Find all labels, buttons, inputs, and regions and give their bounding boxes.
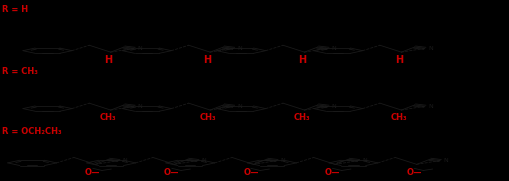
Text: R = H: R = H [2, 5, 27, 14]
Text: O—: O— [85, 168, 100, 177]
Text: N: N [361, 158, 366, 163]
Text: CH₃: CH₃ [293, 113, 309, 122]
Text: N: N [201, 158, 206, 163]
Text: N: N [280, 158, 285, 163]
Text: CH₃: CH₃ [390, 113, 406, 122]
Text: H: H [394, 55, 402, 65]
Text: N: N [137, 104, 142, 109]
Text: N: N [428, 46, 432, 51]
Text: N: N [237, 46, 241, 51]
Text: N: N [122, 158, 127, 163]
Text: O—: O— [243, 168, 258, 177]
Text: O—: O— [164, 168, 179, 177]
Text: O—: O— [324, 168, 340, 177]
Text: CH₃: CH₃ [100, 113, 116, 122]
Text: H: H [203, 55, 211, 65]
Text: R = CH₃: R = CH₃ [2, 67, 37, 76]
Text: N: N [137, 46, 142, 51]
Text: N: N [237, 104, 241, 109]
Text: H: H [104, 55, 112, 65]
Text: N: N [331, 104, 335, 109]
Text: H: H [297, 55, 305, 65]
Text: N: N [428, 104, 432, 109]
Text: CH₃: CH₃ [199, 113, 215, 122]
Text: R = OCH₂CH₃: R = OCH₂CH₃ [2, 127, 61, 136]
Text: O—: O— [406, 168, 421, 177]
Text: N: N [443, 158, 447, 163]
Text: N: N [331, 46, 335, 51]
